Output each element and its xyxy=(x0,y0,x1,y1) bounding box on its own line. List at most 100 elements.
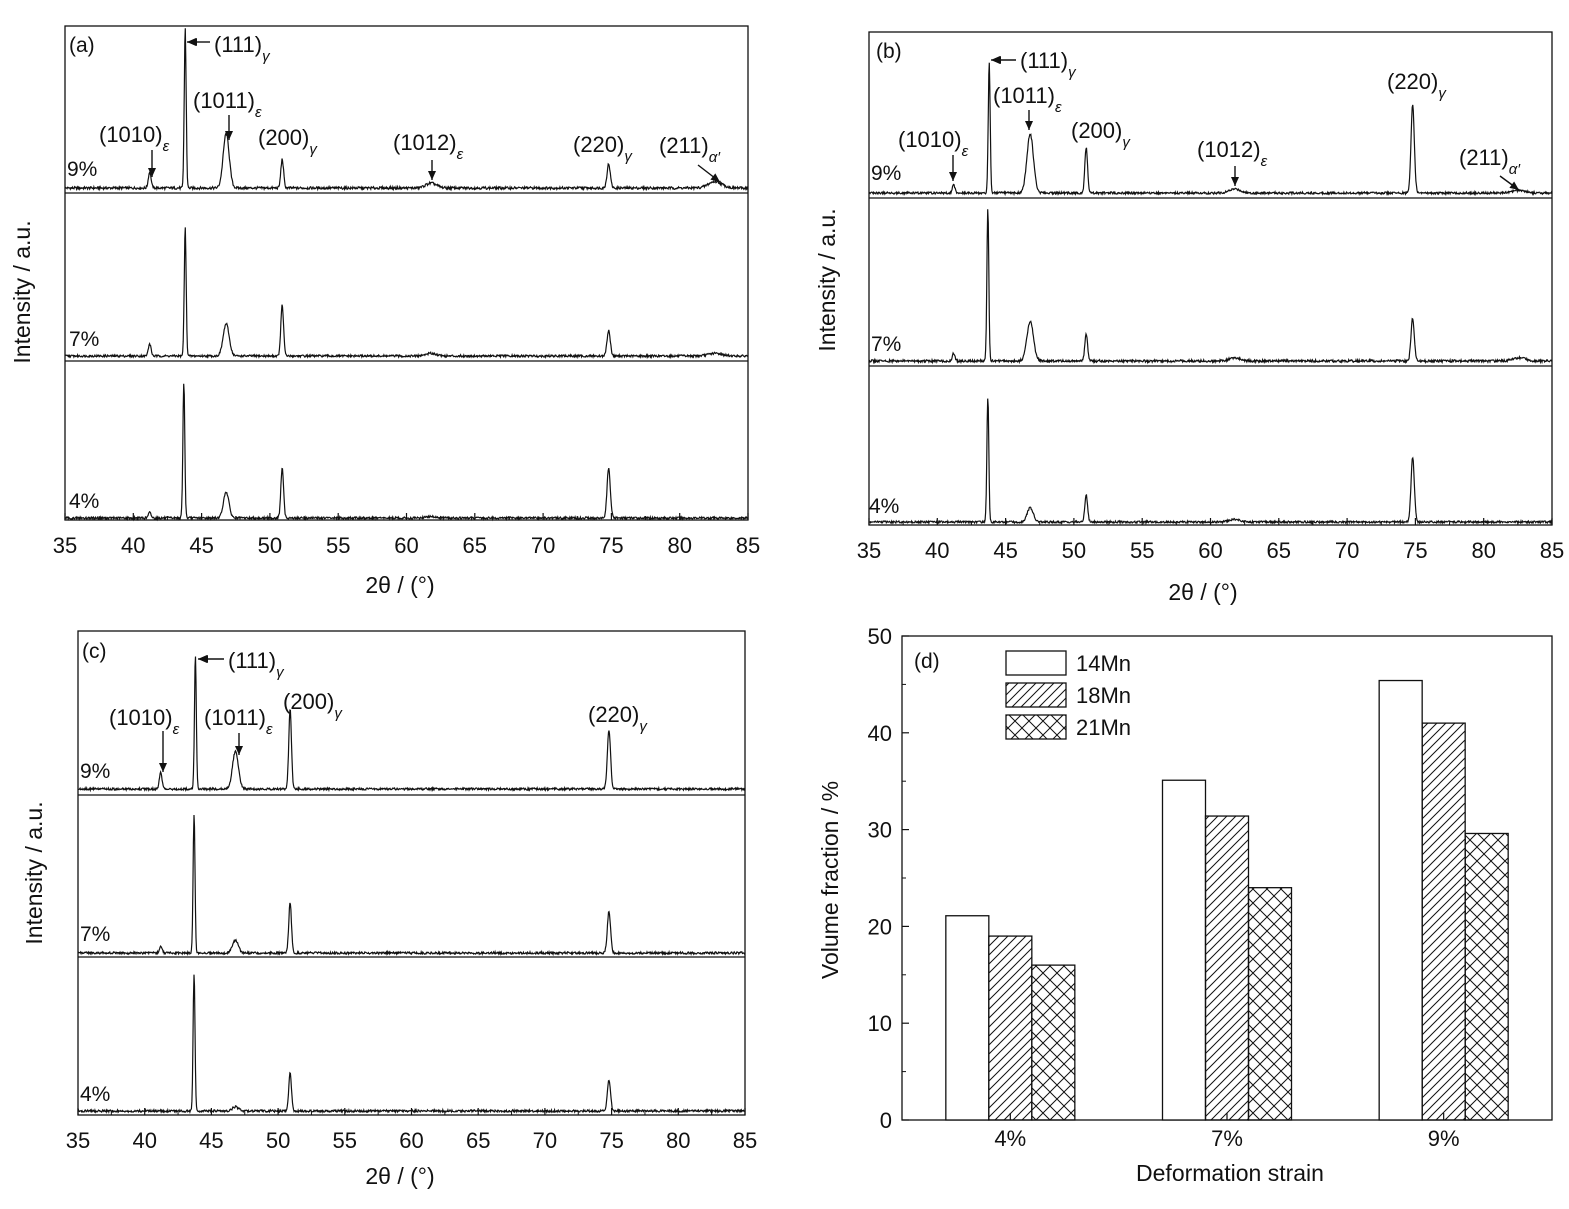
y-tick-label: 50 xyxy=(868,624,892,649)
x-tick-label: 60 xyxy=(399,1128,423,1153)
y-tick-label: 20 xyxy=(868,914,892,939)
x-tick-label: 85 xyxy=(733,1128,757,1153)
strain-label: 4% xyxy=(869,495,899,518)
annotation-arrow-head xyxy=(991,56,1001,64)
x-tick-label: 70 xyxy=(531,533,555,558)
xrd-pattern-line xyxy=(869,398,1553,526)
peak-label: (111)γ xyxy=(228,648,285,681)
x-tick-label: 35 xyxy=(53,533,77,558)
legend-swatch xyxy=(1005,650,1067,676)
strain-label: 7% xyxy=(871,333,901,356)
y-axis-title: Intensity / a.u. xyxy=(814,208,840,351)
xrd-panel-c: 35 40 45 50 55 60 65 70 75 80 85 2θ / (°) Intensity … xyxy=(21,630,757,1189)
x-axis-title: 2θ / (°) xyxy=(1168,579,1237,605)
x-tick-label: 50 xyxy=(258,533,282,558)
x-axis-title: 2θ / (°) xyxy=(365,1163,434,1189)
x-tick-label: 80 xyxy=(666,1128,690,1153)
peak-label: (111)γ xyxy=(214,32,271,65)
plot-frame xyxy=(868,31,1553,526)
strain-label: 9% xyxy=(871,162,901,185)
bar-21Mn-4% xyxy=(1031,964,1076,1121)
y-tick-label: 30 xyxy=(868,818,892,843)
bar-14Mn-7% xyxy=(1161,779,1207,1121)
panel-tag: (b) xyxy=(876,40,902,63)
legend-swatch xyxy=(1005,714,1067,740)
xrd-pattern-line xyxy=(77,656,746,793)
volume-fraction-bar-panel: 0 10 20 30 40 50 4% 7% 9% Deformation strain Volum… xyxy=(817,624,1553,1186)
x-tick-label: 80 xyxy=(667,533,691,558)
x-tick-label: 45 xyxy=(993,538,1017,563)
legend-label: 18Mn xyxy=(1076,683,1131,708)
annotation-arrow-head xyxy=(428,171,436,180)
x-tick-label: 60 xyxy=(1198,538,1222,563)
annotation-arrow-head xyxy=(198,655,208,663)
y-axis-title: Intensity / a.u. xyxy=(9,220,35,363)
panel-tag: (d) xyxy=(914,650,940,673)
strain-label: 4% xyxy=(80,1083,110,1106)
x-tick-label: 55 xyxy=(326,533,350,558)
x-tick-label: 50 xyxy=(266,1128,290,1153)
bar-21Mn-7% xyxy=(1247,887,1293,1121)
xrd-pattern-line xyxy=(77,814,746,957)
strain-label: 7% xyxy=(69,328,99,351)
xrd-panel-b: 35 40 45 50 55 60 65 70 75 80 85 2θ / (°) Intensity … xyxy=(814,31,1564,605)
x-tick-label: 70 xyxy=(1335,538,1359,563)
xrd-pattern-line xyxy=(64,28,749,192)
x-tick-label: 65 xyxy=(466,1128,490,1153)
peak-label: (1011)ε xyxy=(204,705,273,738)
peak-label: (200)γ xyxy=(1071,118,1131,151)
x-tick-label: 60 xyxy=(394,533,418,558)
y-axis-title: Volume fraction / % xyxy=(817,781,843,979)
annotation-arrow-head xyxy=(710,173,720,182)
bar-21Mn-9% xyxy=(1464,832,1509,1121)
y-tick-label: 0 xyxy=(880,1108,892,1133)
xrd-pattern-line xyxy=(64,227,749,360)
xrd-pattern-line xyxy=(64,383,749,522)
annotation-arrow-head xyxy=(148,168,156,177)
peak-label: (200)γ xyxy=(258,125,318,158)
peak-label: (1011)ε xyxy=(193,88,262,121)
x-tick-label: 40 xyxy=(132,1128,156,1153)
annotation-arrow-head xyxy=(1025,121,1033,130)
x-tick-label: 40 xyxy=(925,538,949,563)
x-tick-label: 4% xyxy=(994,1126,1026,1151)
x-tick-label: 75 xyxy=(1403,538,1427,563)
annotation-arrow-head xyxy=(187,38,197,46)
x-axis-title: Deformation strain xyxy=(1136,1160,1324,1186)
legend-label: 21Mn xyxy=(1076,715,1131,740)
annotation-arrow-head xyxy=(1231,177,1239,186)
peak-label: (220)γ xyxy=(573,132,633,165)
strain-label: 9% xyxy=(67,158,97,181)
bar-18Mn-9% xyxy=(1421,722,1466,1121)
peak-label: (220)γ xyxy=(1387,69,1447,102)
x-tick-label: 55 xyxy=(333,1128,357,1153)
plot-frame xyxy=(77,630,746,1116)
annotation-arrow-head xyxy=(235,746,243,755)
x-tick-label: 75 xyxy=(599,1128,623,1153)
strain-label: 9% xyxy=(80,760,110,783)
x-tick-label: 35 xyxy=(857,538,881,563)
x-tick-label: 50 xyxy=(1062,538,1086,563)
x-tick-label: 45 xyxy=(189,533,213,558)
annotation-arrow-head xyxy=(225,131,233,140)
plot-frame xyxy=(64,25,749,521)
peak-label: (200)γ xyxy=(283,689,343,722)
x-tick-label: 70 xyxy=(533,1128,557,1153)
legend-swatch xyxy=(1005,682,1067,708)
bar-14Mn-4% xyxy=(945,915,990,1121)
peak-label: (211)α′ xyxy=(659,133,721,166)
x-tick-label: 85 xyxy=(1540,538,1564,563)
peak-label: (211)α′ xyxy=(1459,145,1521,178)
annotation-arrow-head xyxy=(1509,181,1519,190)
annotation-arrow-head xyxy=(949,172,957,181)
peak-label: (1012)ε xyxy=(393,130,464,163)
x-tick-label: 40 xyxy=(121,533,145,558)
bar-14Mn-9% xyxy=(1378,679,1423,1121)
y-tick-label: 10 xyxy=(868,1011,892,1036)
strain-label: 7% xyxy=(80,923,110,946)
y-tick-label: 40 xyxy=(868,721,892,746)
panel-tag: (a) xyxy=(69,34,95,57)
bar-18Mn-7% xyxy=(1204,815,1250,1121)
x-tick-label: 85 xyxy=(736,533,760,558)
